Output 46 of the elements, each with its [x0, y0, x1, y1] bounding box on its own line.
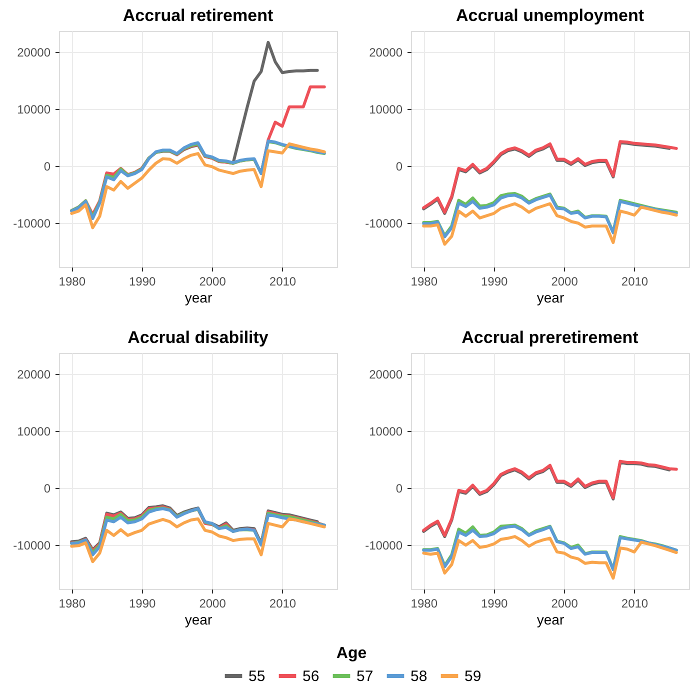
chart-title: Accrual preretirement	[462, 328, 639, 347]
x-axis-title: year	[184, 290, 212, 306]
y-tick-label: -10000	[13, 538, 51, 553]
x-tick-label: 2010	[269, 274, 296, 288]
x-tick-label: 1990	[480, 596, 508, 610]
y-tick-label: 10000	[17, 424, 51, 439]
y-tick-label: 20000	[17, 46, 51, 60]
x-tick-label: 1980	[58, 274, 86, 288]
x-axis-title: year	[184, 612, 212, 628]
y-tick-label: 10000	[17, 102, 51, 117]
y-tick-label: 0	[396, 482, 403, 496]
legend-label: 57	[356, 668, 374, 685]
x-tick-label: 2010	[621, 596, 648, 610]
y-tick-label: 20000	[369, 46, 403, 60]
chart-title: Accrual unemployment	[456, 6, 644, 25]
y-tick-label: 20000	[369, 368, 403, 382]
x-tick-label: 2010	[269, 596, 296, 610]
x-tick-label: 2000	[551, 596, 578, 610]
chart-title: Accrual retirement	[122, 6, 274, 25]
x-tick-label: 1980	[410, 274, 438, 288]
x-tick-label: 2000	[199, 274, 226, 288]
x-tick-label: 1990	[128, 596, 156, 610]
y-tick-label: -10000	[365, 538, 403, 553]
y-tick-label: 20000	[17, 368, 51, 382]
legend-label: 55	[248, 668, 266, 685]
y-tick-label: 10000	[369, 102, 403, 117]
x-tick-label: 1990	[128, 274, 156, 288]
legend-title: Age	[336, 645, 367, 662]
x-axis-title: year	[536, 612, 564, 628]
y-tick-label: 0	[44, 160, 51, 174]
y-tick-label: -10000	[365, 216, 403, 231]
legend-label: 56	[302, 668, 320, 685]
x-tick-label: 1980	[58, 596, 86, 610]
y-tick-label: 0	[44, 482, 51, 496]
y-tick-label: 0	[396, 160, 403, 174]
y-tick-label: -10000	[13, 216, 51, 231]
legend-label: 58	[410, 668, 428, 685]
y-tick-label: 10000	[369, 424, 403, 439]
x-tick-label: 1990	[480, 274, 508, 288]
legend-label: 59	[464, 668, 482, 685]
x-tick-label: 2000	[199, 596, 226, 610]
x-tick-label: 1980	[410, 596, 438, 610]
x-tick-label: 2000	[551, 274, 578, 288]
x-axis-title: year	[536, 290, 564, 306]
x-tick-label: 2010	[621, 274, 648, 288]
chart-title: Accrual disability	[128, 328, 269, 347]
